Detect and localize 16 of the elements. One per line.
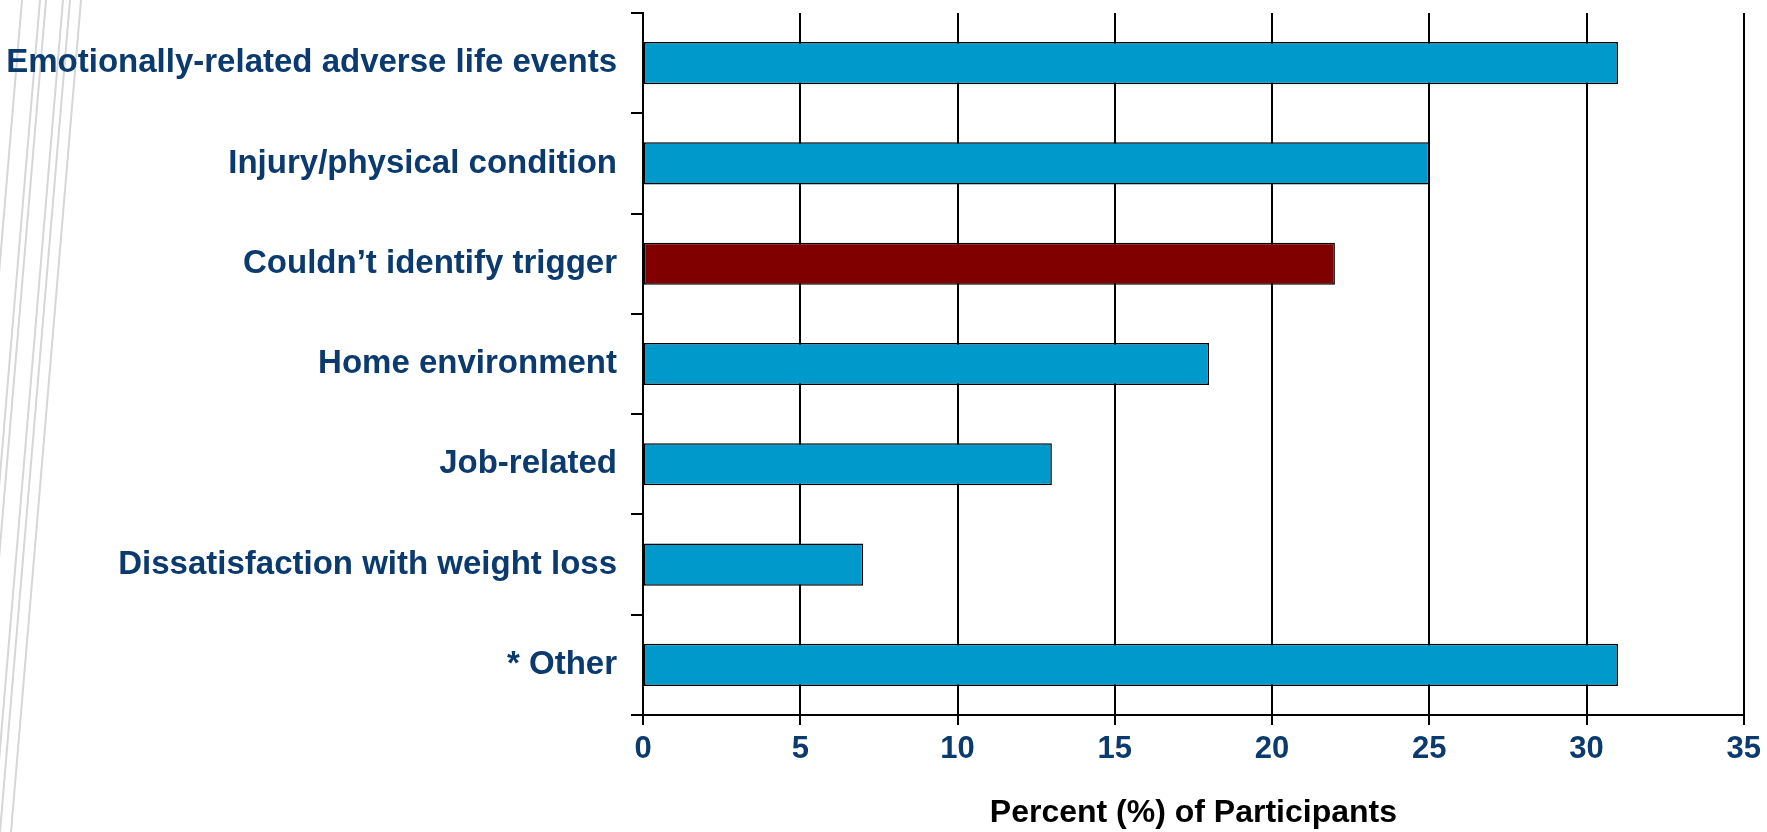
x-tick-label: 15 [1097, 730, 1132, 766]
x-tick-label: 20 [1254, 730, 1290, 766]
y-tick-label: Dissatisfaction with weight loss [118, 543, 617, 581]
x-tick-label: 30 [1569, 730, 1604, 766]
y-tick-label: * Other [506, 643, 618, 681]
y-tick-label: Couldn’t identify trigger [243, 242, 618, 280]
y-tick-label: Job-related [439, 443, 617, 481]
x-tick-label: 0 [634, 730, 652, 766]
y-tick-label: Emotionally-related adverse life events [6, 42, 617, 80]
x-tick-label: 25 [1412, 730, 1447, 766]
x-axis-title: Percent (%) of Participants [989, 792, 1397, 829]
x-tick-label: 10 [940, 730, 975, 766]
x-tick-label: 5 [791, 730, 809, 766]
x-tick-label: 35 [1726, 730, 1761, 766]
y-tick-label: Home environment [318, 343, 618, 381]
y-tick-label: Injury/physical condition [228, 142, 617, 180]
